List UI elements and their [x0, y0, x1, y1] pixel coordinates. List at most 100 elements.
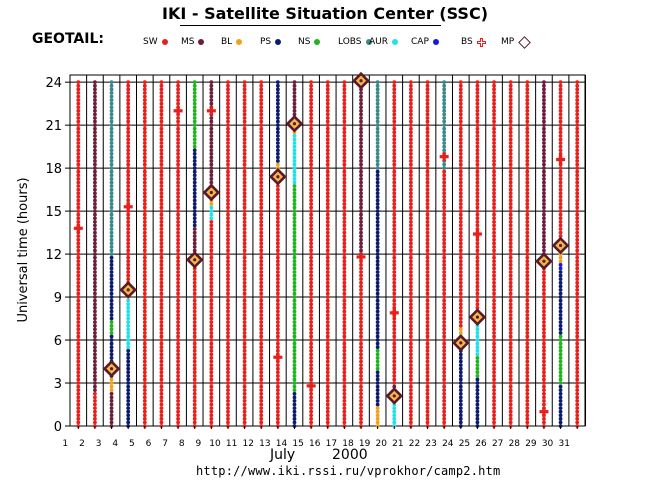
region-dot	[508, 345, 513, 350]
region-dot	[425, 291, 430, 296]
region-dot	[492, 162, 496, 167]
region-dot	[275, 295, 280, 299]
region-dot	[575, 277, 580, 282]
region-dot	[575, 173, 580, 178]
region-dot	[359, 194, 363, 199]
region-dot	[292, 227, 297, 231]
region-dot	[109, 399, 114, 403]
region-dot	[242, 141, 247, 145]
region-dot	[442, 255, 447, 260]
legend-dot-icon	[432, 39, 439, 45]
region-dot	[475, 330, 480, 335]
region-dot	[292, 277, 297, 282]
region-dot	[392, 148, 397, 153]
region-dot	[192, 245, 197, 249]
region-dot	[325, 345, 330, 350]
region-dot	[325, 255, 330, 260]
region-dot	[342, 399, 347, 403]
region-dot	[292, 366, 297, 371]
region-dot	[226, 87, 230, 92]
region-dot	[525, 259, 530, 264]
region-dot	[292, 413, 297, 418]
region-dot	[325, 248, 330, 253]
region-dot	[342, 406, 347, 410]
region-dot	[558, 112, 563, 117]
region-dot	[109, 133, 114, 138]
region-dot	[126, 406, 131, 410]
region-dot	[275, 363, 280, 368]
region-dot	[409, 98, 413, 102]
region-dot	[558, 234, 563, 239]
region-dot	[109, 291, 114, 296]
region-dot	[342, 363, 347, 368]
region-dot	[425, 356, 430, 360]
region-dot	[259, 212, 264, 217]
region-dot	[226, 381, 230, 385]
region-dot	[126, 198, 131, 203]
region-dot	[259, 191, 264, 196]
region-dot	[558, 212, 563, 217]
region-dot	[392, 377, 397, 382]
region-dot	[475, 416, 480, 421]
region-dot	[492, 406, 496, 410]
region-dot	[292, 406, 297, 410]
region-dot	[109, 83, 114, 88]
region-dot	[292, 148, 297, 153]
region-dot	[325, 277, 330, 282]
region-dot	[76, 151, 81, 156]
region-dot	[409, 216, 413, 221]
region-dot	[209, 345, 214, 350]
region-dot	[375, 262, 380, 267]
region-dot	[242, 399, 247, 403]
region-dot	[192, 406, 197, 410]
region-dot	[176, 373, 180, 378]
region-dot	[342, 101, 347, 106]
region-dot	[458, 248, 463, 253]
region-dot	[542, 341, 546, 346]
region-dot	[575, 184, 580, 188]
region-dot	[359, 277, 363, 282]
region-dot	[259, 108, 264, 113]
region-dot	[342, 277, 347, 282]
region-dot	[325, 176, 330, 181]
region-dot	[159, 334, 164, 339]
region-dot	[542, 363, 546, 368]
region-dot	[525, 241, 530, 246]
magnetopause-marker	[451, 334, 470, 352]
region-dot	[375, 209, 380, 214]
region-dot	[325, 94, 330, 99]
region-dot	[359, 391, 363, 396]
region-dot	[558, 227, 563, 231]
region-dot	[159, 148, 164, 153]
region-dot	[159, 363, 164, 368]
region-dot	[442, 91, 447, 95]
region-dot	[375, 130, 380, 135]
region-dot	[109, 141, 114, 145]
region-dot	[226, 338, 230, 342]
region-dot	[209, 119, 214, 124]
region-dot	[259, 194, 264, 199]
region-dot	[458, 316, 463, 321]
magnetopause-marker	[468, 308, 487, 326]
y-tick-label: 24	[45, 76, 62, 91]
region-dot	[392, 187, 397, 192]
region-dot	[275, 327, 280, 332]
region-dot	[126, 377, 131, 382]
region-dot	[93, 316, 97, 321]
region-dot	[458, 169, 463, 174]
region-dot	[325, 356, 330, 360]
region-dot	[525, 116, 530, 120]
region-dot	[126, 187, 131, 192]
region-dot	[342, 141, 347, 145]
region-dot	[525, 202, 530, 206]
region-dot	[192, 373, 197, 378]
region-dot	[375, 359, 380, 364]
region-dot	[475, 277, 480, 282]
region-dot	[575, 262, 580, 267]
region-dot	[192, 202, 197, 206]
region-dot	[93, 180, 97, 185]
region-dot	[142, 230, 147, 235]
region-dot	[575, 155, 580, 160]
region-dot	[458, 144, 463, 149]
region-dot	[325, 144, 330, 149]
